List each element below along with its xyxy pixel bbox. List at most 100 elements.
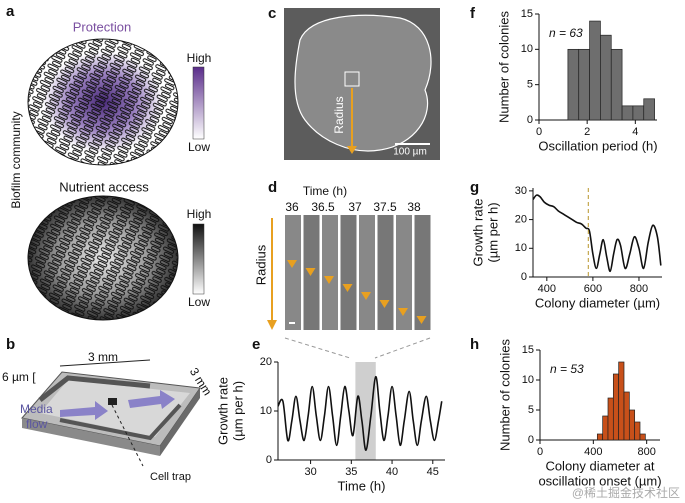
y-tick-label: 10 (260, 405, 272, 417)
line (532, 194, 662, 273)
radius-label: Radius (332, 96, 346, 133)
y-axis-label: Number of colonies (496, 11, 511, 123)
y-tick-label: 20 (260, 356, 272, 368)
highlight (355, 362, 376, 460)
y-tick-label: 30 (515, 185, 527, 197)
x-axis-label: Colony diameter at (545, 458, 654, 473)
axis-label: Time (h) (303, 184, 347, 198)
bar (596, 433, 604, 441)
strip (359, 215, 375, 330)
y-tick-label: 20 (515, 213, 527, 225)
x-tick-label: 0 (536, 126, 542, 138)
y-tick-label: 5 (527, 79, 533, 91)
side-label: Biofilm community (9, 111, 23, 208)
wall (38, 375, 151, 402)
annotation: n = 63 (549, 26, 583, 40)
connector (284, 337, 351, 359)
title: Protection (73, 19, 132, 34)
time-label: 37 (348, 200, 362, 214)
bar (600, 34, 612, 121)
panel-label: e (252, 336, 260, 353)
wall (59, 403, 182, 441)
x-axis-label: Time (h) (338, 478, 386, 493)
y-tick-label: 15 (522, 344, 534, 356)
strip (396, 215, 412, 330)
trap-label: Cell trap (150, 471, 191, 483)
y-tick-label: 10 (515, 242, 527, 254)
time-label: 36.5 (311, 200, 335, 214)
panel-label: a (6, 3, 15, 20)
marker (305, 268, 316, 276)
x-tick-label: 800 (637, 446, 655, 458)
flow-label: Media (20, 402, 53, 416)
y-axis-label: (µm per h) (230, 381, 245, 441)
colorbar (192, 223, 205, 295)
kymograph (285, 215, 431, 330)
x-tick-label: 45 (427, 466, 439, 478)
bar (602, 415, 609, 441)
time-label: 36 (285, 200, 299, 214)
dimension-label: 3 mm (88, 350, 118, 364)
trap-box (344, 71, 360, 87)
x-tick-label: 30 (304, 466, 316, 478)
bar (621, 105, 634, 121)
connector (374, 337, 431, 359)
cell-trap (108, 398, 117, 405)
y-axis-label: (µm per h) (485, 202, 500, 262)
panel-label: d (268, 179, 277, 196)
x-tick-label: 35 (345, 466, 357, 478)
x-tick-label: 40 (386, 466, 398, 478)
y-axis-label: Growth rate (470, 199, 485, 267)
bar (578, 48, 590, 121)
panel-label: b (6, 336, 15, 353)
bar (612, 373, 620, 441)
y-tick-label: 0 (266, 454, 272, 466)
colorbar-label: Low (188, 140, 210, 154)
watermark: @稀土掘金技术社区 (572, 485, 680, 500)
y-axis-label: Growth rate (215, 377, 230, 445)
bar (628, 409, 636, 441)
marker (379, 300, 390, 308)
dimension (59, 359, 151, 367)
strip (340, 215, 357, 330)
panel-label: f (470, 5, 476, 22)
colorbar (192, 66, 205, 140)
scale-label: 100 µm (393, 147, 427, 158)
colorbar-label: Low (188, 295, 210, 309)
colorbar-label: High (187, 207, 212, 221)
y-tick-label: 0 (521, 271, 527, 283)
marker (416, 316, 427, 324)
colony-outline (294, 14, 432, 152)
panel-label: c (268, 5, 276, 22)
x-tick-label: 400 (538, 283, 556, 295)
time-label: 38 (407, 200, 421, 214)
x-tick-label: 600 (584, 283, 602, 295)
y-tick-label: 15 (521, 8, 533, 20)
panel-label: g (470, 179, 479, 196)
line (277, 375, 443, 452)
strip (414, 215, 431, 330)
annotation: n = 53 (550, 362, 584, 376)
x-tick-label: 4 (632, 126, 638, 138)
colony-cells (27, 195, 179, 321)
x-axis-label: Oscillation period (h) (538, 138, 657, 153)
y-tick-label: 10 (521, 43, 533, 55)
colorbar-label: High (187, 51, 212, 65)
arrow-head (347, 146, 357, 154)
radius-label: Radius (253, 244, 268, 285)
y-tick-label: 10 (522, 374, 534, 386)
marker (287, 260, 297, 268)
bar (623, 391, 630, 441)
title: Nutrient access (59, 179, 149, 194)
bar (643, 98, 655, 121)
y-tick-label: 0 (527, 114, 533, 126)
dimension-label: 6 µm [ (2, 370, 36, 384)
bar (607, 397, 614, 441)
channel (40, 380, 190, 437)
x-tick-label: 400 (584, 446, 602, 458)
strip (377, 215, 394, 330)
x-tick-label: 0 (537, 446, 543, 458)
flow-label: flow (26, 417, 48, 431)
bar (567, 48, 580, 121)
colony-cells (27, 38, 179, 166)
